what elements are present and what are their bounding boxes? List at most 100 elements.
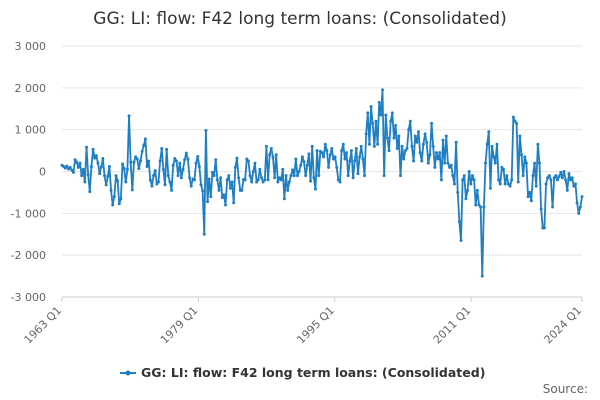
data-point[interactable]: [510, 178, 514, 182]
data-point[interactable]: [210, 170, 214, 174]
data-point[interactable]: [153, 169, 157, 173]
data-point[interactable]: [207, 177, 211, 181]
data-point[interactable]: [475, 188, 479, 192]
data-point[interactable]: [467, 170, 471, 173]
data-point[interactable]: [470, 174, 474, 178]
data-point[interactable]: [71, 170, 75, 174]
data-point[interactable]: [457, 220, 461, 224]
legend[interactable]: GG: LI: flow: F42 long term loans: (Cons…: [120, 365, 485, 380]
data-point[interactable]: [498, 182, 502, 186]
data-point[interactable]: [354, 146, 358, 150]
data-point[interactable]: [310, 144, 314, 148]
data-point[interactable]: [158, 159, 162, 163]
data-point[interactable]: [68, 165, 72, 169]
data-point[interactable]: [124, 180, 128, 184]
data-point[interactable]: [147, 159, 151, 163]
data-point[interactable]: [284, 174, 288, 178]
data-point[interactable]: [111, 203, 115, 207]
data-point[interactable]: [415, 140, 419, 144]
data-point[interactable]: [490, 144, 494, 148]
data-point[interactable]: [454, 140, 458, 144]
data-point[interactable]: [567, 172, 571, 176]
data-point[interactable]: [307, 152, 311, 156]
data-point[interactable]: [392, 136, 396, 140]
data-point[interactable]: [420, 159, 424, 163]
data-point[interactable]: [488, 186, 492, 190]
data-point[interactable]: [544, 182, 548, 186]
data-point[interactable]: [188, 176, 192, 180]
data-point[interactable]: [194, 161, 198, 165]
data-point[interactable]: [485, 142, 489, 146]
data-point[interactable]: [518, 134, 522, 138]
data-point[interactable]: [508, 184, 512, 188]
data-point[interactable]: [287, 180, 291, 184]
data-point[interactable]: [246, 159, 250, 163]
data-point[interactable]: [520, 153, 523, 157]
data-point[interactable]: [75, 160, 79, 164]
data-point[interactable]: [317, 174, 321, 178]
data-point[interactable]: [562, 170, 566, 173]
data-point[interactable]: [206, 200, 210, 204]
data-point[interactable]: [297, 170, 301, 173]
data-point[interactable]: [547, 174, 551, 178]
data-point[interactable]: [534, 184, 538, 188]
data-point[interactable]: [292, 174, 296, 178]
data-point[interactable]: [256, 178, 260, 182]
data-point[interactable]: [233, 165, 237, 169]
data-point[interactable]: [277, 176, 281, 180]
data-point[interactable]: [397, 134, 401, 138]
data-point[interactable]: [407, 128, 411, 132]
data-point[interactable]: [410, 144, 414, 148]
data-point[interactable]: [258, 167, 262, 171]
data-point[interactable]: [528, 190, 532, 194]
data-point[interactable]: [502, 167, 506, 171]
data-point[interactable]: [325, 149, 329, 153]
data-point[interactable]: [546, 176, 550, 180]
data-point[interactable]: [572, 184, 576, 188]
data-point[interactable]: [150, 184, 154, 188]
data-point[interactable]: [137, 167, 141, 171]
data-point[interactable]: [299, 163, 303, 167]
data-point[interactable]: [374, 119, 378, 123]
data-point[interactable]: [444, 134, 448, 138]
data-point[interactable]: [245, 157, 249, 161]
data-point[interactable]: [398, 174, 402, 178]
data-point[interactable]: [116, 179, 120, 183]
data-point[interactable]: [89, 164, 93, 168]
data-point[interactable]: [351, 176, 355, 180]
data-point[interactable]: [560, 176, 564, 180]
data-point[interactable]: [78, 161, 82, 165]
data-point[interactable]: [80, 174, 84, 178]
data-point[interactable]: [183, 158, 187, 162]
data-point[interactable]: [343, 157, 347, 161]
data-point[interactable]: [446, 161, 450, 165]
data-point[interactable]: [384, 113, 388, 117]
data-point[interactable]: [526, 195, 530, 199]
data-point[interactable]: [482, 205, 486, 209]
data-point[interactable]: [170, 188, 174, 192]
data-point[interactable]: [425, 140, 429, 144]
data-point[interactable]: [201, 189, 205, 193]
data-point[interactable]: [542, 226, 546, 230]
data-point[interactable]: [580, 195, 584, 199]
data-point[interactable]: [70, 168, 74, 172]
data-point[interactable]: [531, 174, 535, 178]
data-point[interactable]: [551, 205, 555, 209]
data-point[interactable]: [322, 155, 326, 159]
data-point[interactable]: [240, 188, 244, 192]
data-point[interactable]: [575, 201, 579, 205]
data-point[interactable]: [140, 149, 144, 153]
data-point[interactable]: [456, 190, 460, 194]
data-point[interactable]: [204, 129, 208, 132]
data-point[interactable]: [438, 151, 442, 155]
data-point[interactable]: [160, 146, 164, 150]
data-point[interactable]: [426, 161, 430, 165]
data-point[interactable]: [184, 151, 188, 155]
data-point[interactable]: [369, 105, 373, 109]
data-point[interactable]: [452, 182, 456, 186]
data-point[interactable]: [557, 175, 561, 179]
data-point[interactable]: [524, 161, 528, 165]
data-point[interactable]: [366, 111, 370, 115]
data-point[interactable]: [443, 161, 447, 165]
data-point[interactable]: [155, 182, 159, 186]
